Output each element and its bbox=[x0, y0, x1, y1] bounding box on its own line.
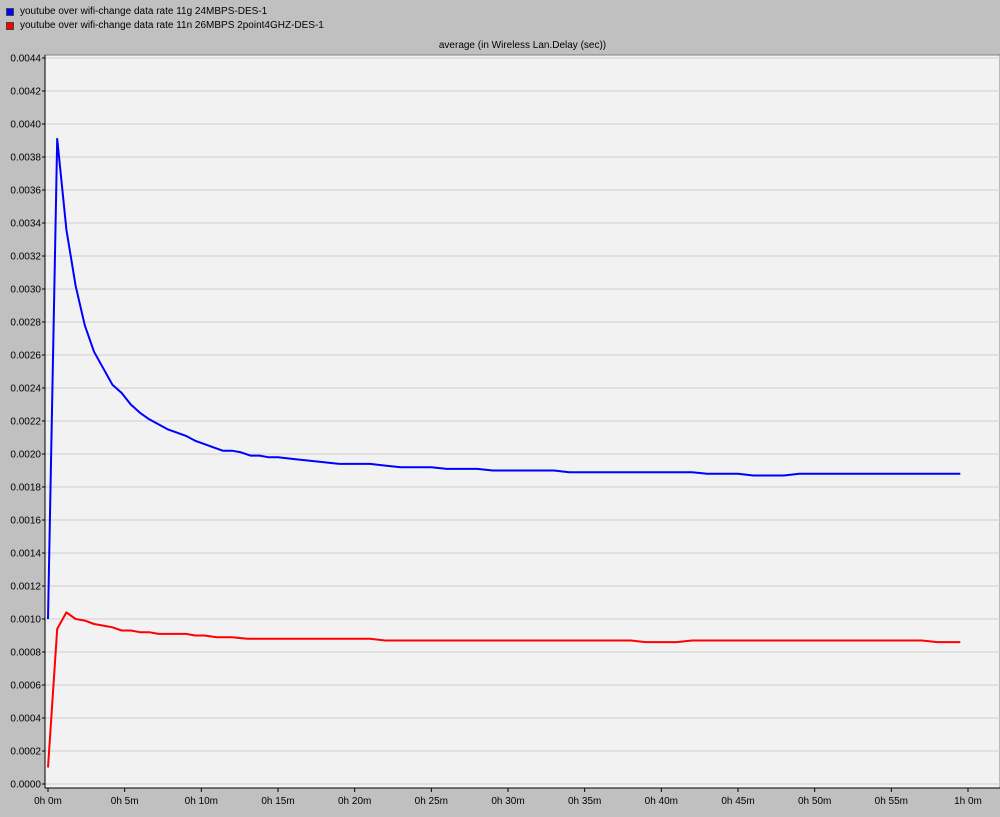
series-line-2 bbox=[47, 611, 961, 768]
y-tick-label: 0.0000 bbox=[10, 780, 41, 791]
legend-swatch-series-2 bbox=[6, 21, 14, 30]
x-tick-label: 0h 0m bbox=[34, 796, 62, 807]
x-tick-label: 0h 10m bbox=[185, 796, 218, 807]
x-tick-label: 0h 15m bbox=[261, 796, 294, 807]
x-tick-label: 1h 0m bbox=[954, 796, 982, 807]
y-tick-label: 0.0038 bbox=[10, 153, 41, 164]
y-tick-label: 0.0006 bbox=[10, 681, 41, 692]
y-tick-label: 0.0022 bbox=[10, 417, 41, 428]
x-tick-label: 0h 35m bbox=[568, 796, 601, 807]
legend-label-series-2: youtube over wifi-change data rate 11n 2… bbox=[20, 20, 324, 31]
y-tick-label: 0.0036 bbox=[10, 186, 41, 197]
x-tick-label: 0h 20m bbox=[338, 796, 371, 807]
x-tick-label: 0h 55m bbox=[875, 796, 908, 807]
x-tick-label: 0h 5m bbox=[111, 796, 139, 807]
y-tick-label: 0.0004 bbox=[10, 714, 41, 725]
y-tick-label: 0.0032 bbox=[10, 252, 41, 263]
y-tick-label: 0.0012 bbox=[10, 582, 41, 593]
legend-item-series-1[interactable]: youtube over wifi-change data rate 11g 2… bbox=[6, 5, 267, 18]
y-tick-label: 0.0014 bbox=[10, 549, 41, 560]
legend-swatch-series-1 bbox=[6, 7, 14, 16]
chart-title: average (in Wireless Lan.Delay (sec)) bbox=[438, 40, 607, 51]
x-tick-label: 0h 40m bbox=[645, 796, 678, 807]
y-tick-label: 0.0044 bbox=[10, 54, 41, 65]
x-tick-label: 0h 45m bbox=[721, 796, 754, 807]
legend: youtube over wifi-change data rate 11g 2… bbox=[0, 0, 1000, 38]
y-tick-label: 0.0020 bbox=[10, 450, 41, 461]
y-tick-label: 0.0030 bbox=[10, 285, 41, 296]
y-tick-label: 0.0042 bbox=[10, 87, 41, 98]
series-line-1 bbox=[47, 137, 961, 620]
y-tick-label: 0.0034 bbox=[10, 219, 41, 230]
y-tick-label: 0.0008 bbox=[10, 648, 41, 659]
y-tick-label: 0.0040 bbox=[10, 120, 41, 131]
x-tick-label: 0h 25m bbox=[415, 796, 448, 807]
x-tick-label: 0h 30m bbox=[491, 796, 524, 807]
y-tick-label: 0.0002 bbox=[10, 747, 41, 758]
y-tick-label: 0.0026 bbox=[10, 351, 41, 362]
y-tick-label: 0.0018 bbox=[10, 483, 41, 494]
y-tick-label: 0.0024 bbox=[10, 384, 41, 395]
y-tick-label: 0.0016 bbox=[10, 516, 41, 527]
legend-label-series-1: youtube over wifi-change data rate 11g 2… bbox=[20, 6, 268, 17]
y-tick-label: 0.0010 bbox=[10, 615, 41, 626]
legend-item-series-2[interactable]: youtube over wifi-change data rate 11n 2… bbox=[6, 19, 324, 32]
y-tick-label: 0.0028 bbox=[10, 318, 41, 329]
x-tick-label: 0h 50m bbox=[798, 796, 831, 807]
